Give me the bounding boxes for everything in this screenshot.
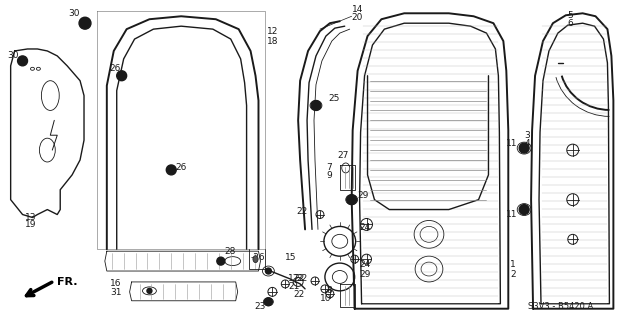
Text: 27: 27: [338, 150, 349, 160]
Text: 23: 23: [255, 302, 266, 311]
Text: 10: 10: [320, 294, 332, 303]
Text: 9: 9: [326, 171, 332, 180]
Text: 26: 26: [175, 164, 187, 172]
Circle shape: [217, 257, 225, 265]
Ellipse shape: [253, 256, 258, 263]
Circle shape: [166, 165, 176, 175]
Text: 20: 20: [352, 13, 363, 22]
Circle shape: [347, 195, 357, 204]
Text: 12: 12: [268, 27, 279, 36]
Circle shape: [18, 56, 28, 66]
Text: 24: 24: [360, 260, 371, 268]
Text: 3: 3: [524, 131, 530, 140]
Text: 18: 18: [268, 36, 279, 45]
Text: 5: 5: [567, 11, 573, 20]
Circle shape: [147, 288, 152, 293]
Text: 6: 6: [567, 19, 573, 28]
Text: 13: 13: [24, 212, 36, 221]
Circle shape: [264, 298, 273, 306]
Text: 4: 4: [524, 139, 530, 148]
Text: -26: -26: [251, 253, 265, 262]
Circle shape: [311, 100, 321, 110]
Text: 11: 11: [506, 210, 517, 219]
Circle shape: [117, 71, 127, 81]
Text: 22: 22: [294, 275, 305, 284]
Text: 17: 17: [288, 274, 300, 283]
Text: FR.: FR.: [57, 277, 78, 287]
Text: 14: 14: [352, 5, 363, 14]
Text: 16: 16: [110, 279, 121, 288]
Text: 21: 21: [288, 282, 300, 291]
Circle shape: [79, 17, 91, 29]
Circle shape: [519, 204, 529, 214]
Text: 22: 22: [294, 290, 305, 299]
Text: 31: 31: [110, 288, 121, 297]
Text: 1: 1: [511, 260, 516, 268]
Text: 30: 30: [8, 52, 19, 60]
Text: 11: 11: [506, 139, 517, 148]
Text: 19: 19: [24, 220, 36, 229]
Text: 26: 26: [110, 64, 121, 73]
Circle shape: [519, 143, 529, 153]
Text: 7: 7: [326, 163, 332, 172]
Text: 15: 15: [285, 253, 297, 262]
Text: 29: 29: [360, 269, 371, 278]
Text: 2: 2: [511, 269, 516, 278]
Text: S3V3 - B5420 A: S3V3 - B5420 A: [528, 302, 593, 311]
Text: 22: 22: [297, 275, 308, 284]
Text: 29: 29: [357, 191, 369, 200]
Text: 25: 25: [328, 94, 339, 103]
Circle shape: [266, 268, 271, 274]
Text: 8: 8: [326, 286, 332, 295]
Text: 28: 28: [224, 247, 236, 256]
Text: 22: 22: [297, 207, 308, 216]
Text: 30: 30: [68, 9, 80, 18]
Text: 24: 24: [360, 223, 371, 232]
